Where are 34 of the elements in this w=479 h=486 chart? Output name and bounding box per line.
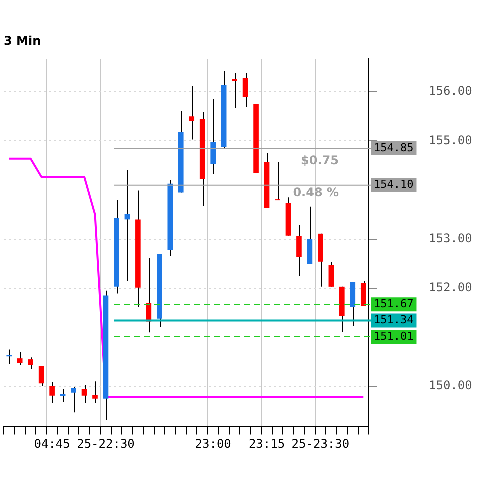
candlestick [38, 366, 44, 388]
y-tick-label: 153.00 [429, 231, 472, 246]
y-tick-label: 152.00 [429, 280, 472, 295]
annotation: 0.48 % [293, 185, 339, 200]
x-tick-label: 23:15 [248, 437, 286, 452]
candlestick [82, 384, 88, 404]
candlestick [60, 388, 66, 403]
y-tick-label: 156.00 [429, 84, 472, 98]
candlestick [296, 224, 302, 277]
y-tick-label: 150.00 [429, 378, 472, 393]
candlestick [242, 72, 248, 108]
candlestick [328, 262, 334, 288]
ref-line-label: 151.34 [374, 314, 414, 327]
candlestick [17, 352, 23, 366]
candlestick [6, 349, 12, 365]
candlestick [232, 72, 238, 109]
annotation: $0.75 [301, 153, 339, 168]
candlestick [71, 386, 76, 414]
candlestick [28, 357, 34, 370]
x-tick-label: 25-23:30 [292, 437, 350, 452]
x-tick-label: 04:45 [34, 437, 70, 452]
candlestick [210, 98, 216, 175]
candlestick [50, 382, 55, 404]
ref-line-label: 154.85 [374, 141, 414, 154]
ref-line-label: 154.10 [374, 178, 414, 192]
candlestick [189, 86, 195, 140]
y-tick-label: 155.00 [429, 133, 472, 148]
candlestick [275, 162, 280, 202]
x-tick-label: 23:00 [195, 437, 232, 452]
chart-title: 3 Min [4, 34, 42, 48]
candlestick [92, 381, 98, 404]
x-tick-label: 25-22:30 [77, 437, 135, 452]
ref-line-label: 151.67 [374, 297, 414, 310]
ref-line-label: 151.01 [374, 330, 414, 343]
